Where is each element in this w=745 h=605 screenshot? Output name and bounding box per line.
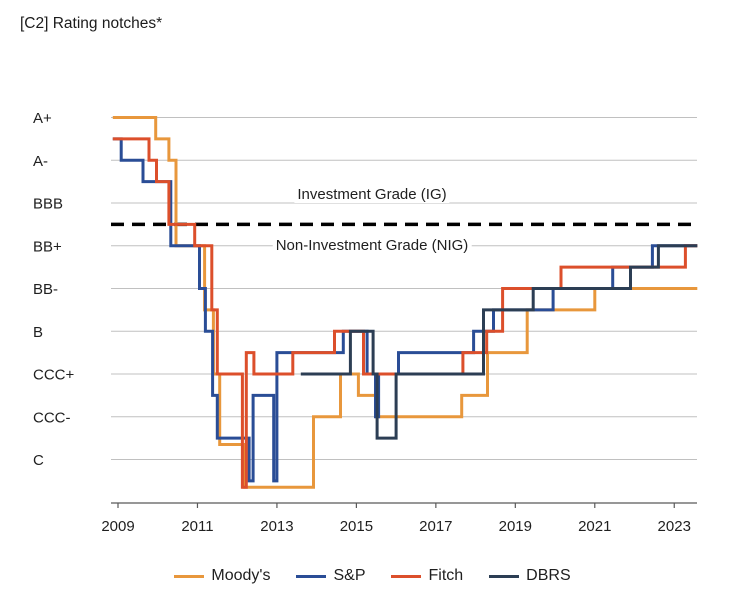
x-axis-tick-label: 2011 xyxy=(181,518,213,535)
y-axis-tick-label: A+ xyxy=(33,110,52,127)
x-axis-tick-label: 2023 xyxy=(658,518,691,535)
dbrs-line-swatch xyxy=(489,574,520,578)
y-axis-tick-label: B xyxy=(33,324,43,341)
y-axis-tick-label: A- xyxy=(33,153,48,170)
series-line-dbrs xyxy=(300,244,698,440)
legend-item-sp: S&P xyxy=(296,567,365,585)
series-line-fitch xyxy=(112,137,698,489)
x-axis-tick-label: 2017 xyxy=(419,518,452,535)
y-axis-tick-label: BB+ xyxy=(33,238,62,255)
y-axis-tick-label: BB- xyxy=(33,281,58,298)
legend-item-dbrs: DBRS xyxy=(489,567,571,585)
sp-line-swatch xyxy=(296,574,327,578)
chart-title: [C2] Rating notches* xyxy=(20,15,163,32)
legend-label-dbrs: DBRS xyxy=(526,567,571,584)
x-axis-tick-label: 2009 xyxy=(101,518,134,535)
legend-label-moodys: Moody's xyxy=(211,567,271,584)
investment-grade-label: Investment Grade (IG) xyxy=(294,186,450,203)
y-axis-tick-label: CCC+ xyxy=(33,367,74,384)
x-axis-tick-label: 2013 xyxy=(260,518,293,535)
x-axis-tick-label: 2015 xyxy=(340,518,373,535)
non-investment-grade-label: Non-Investment Grade (NIG) xyxy=(272,237,472,254)
x-axis-tick-label: 2019 xyxy=(499,518,532,535)
series-line-moodys xyxy=(112,116,698,489)
series-line-sp xyxy=(112,137,698,483)
legend-label-sp: S&P xyxy=(333,567,366,584)
moodys-line-swatch xyxy=(174,574,205,578)
x-axis-tick-label: 2021 xyxy=(578,518,611,535)
fitch-line-swatch xyxy=(391,574,422,578)
y-axis-tick-label: C xyxy=(33,452,44,469)
chart-legend: Moody's S&P Fitch DBRS xyxy=(0,567,745,585)
legend-label-fitch: Fitch xyxy=(428,567,464,584)
legend-item-moodys: Moody's xyxy=(174,567,270,585)
legend-item-fitch: Fitch xyxy=(391,567,463,585)
y-axis-tick-label: CCC- xyxy=(33,409,71,426)
y-axis-tick-label: BBB xyxy=(33,196,63,213)
